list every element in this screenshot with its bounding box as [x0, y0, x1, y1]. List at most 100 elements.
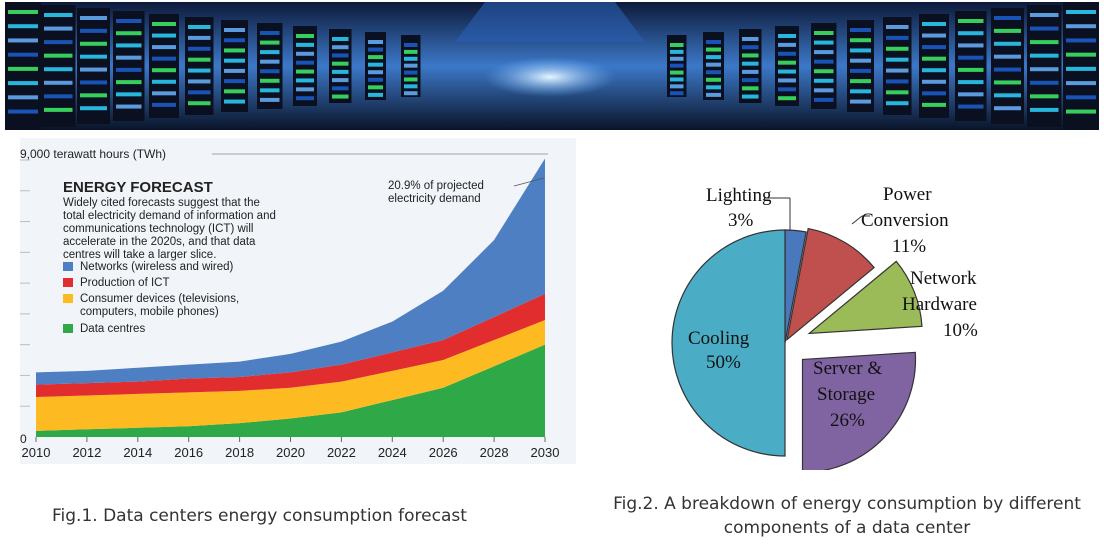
rack-led-strip [994, 93, 1021, 98]
rack-led-strip [116, 55, 142, 60]
pie-slice-power [786, 227, 875, 342]
chart1-y-zero-label: 0 [20, 432, 27, 446]
rack-led-strip [260, 97, 280, 102]
rack-led-strip [44, 94, 73, 99]
rack-led-strip [332, 61, 349, 66]
rack-led-strip [886, 79, 909, 84]
rack-led-strip [260, 59, 280, 64]
rack-led-strip [44, 67, 73, 72]
rack-led-strip [296, 87, 314, 92]
rack-led-strip [922, 33, 946, 38]
rack-led-strip [116, 67, 142, 72]
pie-slice-server [801, 351, 917, 470]
x-tick-label: 2020 [276, 445, 305, 460]
rack-led-strip [778, 34, 796, 38]
rack-led-strip [224, 99, 245, 104]
legend-swatch-datacentres [63, 324, 73, 333]
rack-led-strip [80, 54, 107, 59]
rack-led-strip [404, 63, 418, 68]
rack-led-strip [188, 46, 211, 51]
rack-led-strip [116, 104, 142, 109]
rack-led-strip [80, 93, 107, 98]
rack-led-strip [332, 37, 349, 41]
rack-led-strip [8, 24, 38, 29]
rack-led-strip [8, 95, 38, 100]
rack-led-strip [80, 67, 107, 72]
rack-led-strip [404, 56, 418, 61]
rack-led-strip [742, 37, 759, 41]
rack-led-strip [850, 58, 871, 63]
rack-led-strip [958, 55, 984, 60]
rack-led-strip [742, 69, 759, 74]
chart1-x-axis: 2010 2012 2014 2016 2018 2020 2022 2024 2026 2028… [22, 437, 560, 460]
pie-slices [671, 227, 923, 470]
legend-label-consumer-cont: computers, mobile phones) [80, 306, 219, 318]
rack-led-strip [116, 92, 142, 97]
x-tick-label: 2028 [480, 445, 509, 460]
rack-led-strip [958, 43, 984, 48]
rack-led-strip [44, 53, 73, 58]
rack-led-strip [886, 57, 909, 62]
area-networks [36, 158, 545, 385]
rack-led-strip [368, 70, 383, 75]
pie-pct-power: 11% [892, 236, 926, 257]
chart1-y-axis-label: 9,000 terawatt hours (TWh) [20, 147, 166, 161]
pie-label-network-2: Hardware [902, 294, 977, 315]
rack-led-strip [1030, 67, 1059, 72]
rack-led-strip [332, 94, 349, 99]
rack-led-strip [742, 45, 759, 50]
rack-led-strip [368, 62, 383, 67]
figure-2-caption-line-1: Fig.2. A breakdown of energy consumption… [613, 494, 1081, 514]
pie-label-cooling: Cooling [688, 328, 750, 349]
rack-led-strip [1066, 81, 1096, 86]
chart1-annotation-line-1: 20.9% of projected [388, 180, 484, 192]
server-rack [1027, 5, 1062, 127]
rack-led-strip [8, 66, 38, 71]
x-tick-label: 2030 [531, 445, 560, 460]
rack-led-strip [296, 96, 314, 101]
legend-label-datacentres: Data centres [80, 323, 145, 335]
rack-led-strip [814, 31, 834, 35]
rack-led-strip [44, 40, 73, 45]
rack-led-strip [116, 80, 142, 85]
rack-led-strip [850, 79, 871, 84]
rack-led-strip [958, 92, 984, 97]
server-rack [1063, 2, 1099, 130]
rack-led-strip [368, 85, 383, 90]
rack-led-strip [44, 80, 73, 85]
rack-led-strip [922, 45, 946, 50]
rack-led-strip [188, 25, 211, 29]
server-rack [293, 26, 317, 106]
rack-led-strip [224, 89, 245, 94]
x-tick-label: 2014 [123, 445, 152, 460]
rack-led-strip [814, 69, 834, 74]
rack-led-strip [44, 107, 73, 112]
rack-led-strip [742, 78, 759, 83]
legend-label-production: Production of ICT [80, 277, 169, 289]
rack-led-strip [80, 106, 107, 111]
pie-pct-cooling: 50% [706, 352, 741, 373]
rack-led-strip [994, 28, 1021, 33]
rack-led-strip [224, 79, 245, 84]
area-consumer [36, 320, 545, 431]
rack-led-strip [670, 63, 684, 68]
rack-led-strip [706, 85, 721, 90]
rack-led-strip [152, 91, 176, 96]
rack-led-strip [1030, 40, 1059, 45]
rack-led-strip [404, 49, 418, 54]
rack-led-strip [886, 25, 909, 29]
rack-led-strip [850, 28, 871, 32]
rack-led-strip [778, 42, 796, 47]
rack-led-strip [922, 102, 946, 107]
rack-led-strip [814, 59, 834, 64]
rack-led-strip [188, 68, 211, 73]
rack-led-strip [778, 96, 796, 101]
legend-label-networks: Networks (wireless and wired) [80, 261, 234, 273]
rack-led-strip [404, 43, 418, 47]
rack-led-strip [260, 69, 280, 74]
server-rack [775, 26, 799, 106]
legend-swatch-consumer [63, 294, 73, 303]
pie-label-power-1: Power [883, 184, 932, 205]
rack-led-strip [850, 89, 871, 94]
pie-pct-server: 26% [830, 410, 865, 431]
